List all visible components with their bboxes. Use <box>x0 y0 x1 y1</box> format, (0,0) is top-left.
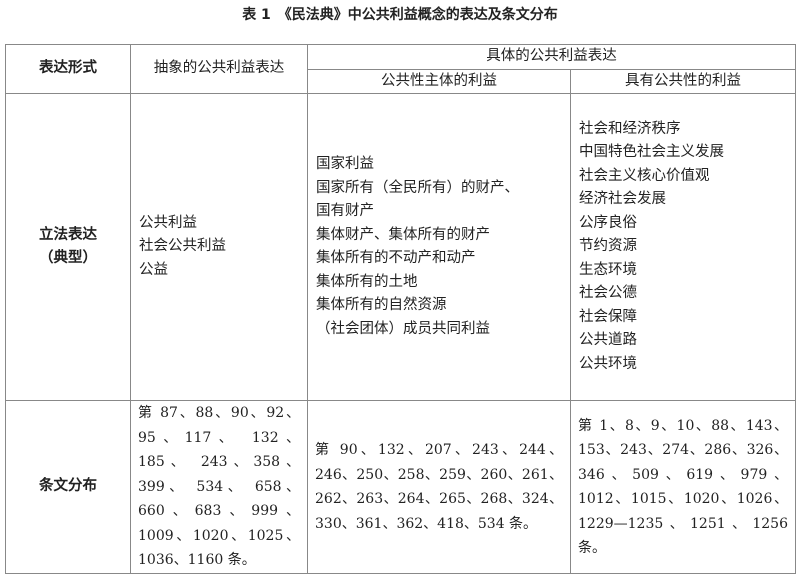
list-item: 国家利益 <box>316 156 374 172</box>
list-item: 经济社会发展 <box>579 191 666 208</box>
row-label: 条文分布 <box>5 400 131 574</box>
list-item: 社会公共利益 <box>139 238 226 255</box>
list-item: 社会公德 <box>579 285 637 302</box>
public-articles: 第 1、8、9、10、88、143、153、243、274、286、326、34… <box>570 400 796 574</box>
list-item: 集体财产、集体所有的财产 <box>316 226 490 243</box>
public-interest-table: 表达形式 抽象的公共利益表达 具体的公共利益表达 公共性主体的利益 具有公共性的… <box>5 44 796 574</box>
list-item: 公益 <box>139 261 168 278</box>
table-row: 立法表达 （典型） 公共利益 社会公共利益 公益 国家利益 国家所有（全民所有）… <box>5 93 796 401</box>
list-item: 集体所有的自然资源 <box>316 297 447 313</box>
header-form: 表达形式 <box>5 44 131 94</box>
table-row: 条文分布 第 87、88、90、92、95、117、 132、 185、 243… <box>5 400 796 574</box>
list-item: 社会主义核心价值观 <box>579 167 710 184</box>
list-item: 国有财产 <box>316 203 374 219</box>
abstract-articles: 第 87、88、90、92、95、117、 132、 185、 243、358、… <box>130 400 308 574</box>
list-item: 公共道路 <box>579 332 637 349</box>
list-item: 中国特色社会主义发展 <box>579 144 724 161</box>
list-item: 集体所有的土地 <box>316 273 418 290</box>
list-item: 集体所有的不动产和动产 <box>316 250 476 266</box>
label-line: 立法表达 <box>39 226 97 243</box>
list-item: 公序良俗 <box>579 214 637 231</box>
table-caption: 表 1 《民法典》中公共利益概念的表达及条文分布 <box>242 7 558 23</box>
list-item: 社会保障 <box>579 308 637 325</box>
header-concrete: 具体的公共利益表达 <box>307 44 796 70</box>
abstract-cell: 公共利益 社会公共利益 公益 <box>130 93 308 401</box>
list-item: 节约资源 <box>579 238 637 255</box>
label-line: （典型） <box>39 250 97 266</box>
header-subject: 公共性主体的利益 <box>307 68 571 94</box>
list-item: 国家所有（全民所有）的财产、 <box>316 179 519 196</box>
public-cell: 社会和经济秩序 中国特色社会主义发展 社会主义核心价值观 经济社会发展 公序良俗… <box>570 93 796 401</box>
list-item: 公共环境 <box>579 355 637 372</box>
header-public: 具有公共性的利益 <box>570 68 796 94</box>
list-item: 社会和经济秩序 <box>579 120 681 137</box>
list-item: （社会团体）成员共同利益 <box>316 320 490 337</box>
list-item: 生态环境 <box>579 261 637 278</box>
subject-articles: 第 90、132、207、243、244、246、250、258、259、260… <box>307 400 571 574</box>
row-label: 立法表达 （典型） <box>5 93 131 401</box>
header-abstract: 抽象的公共利益表达 <box>130 44 308 94</box>
subject-cell: 国家利益 国家所有（全民所有）的财产、 国有财产 集体财产、集体所有的财产 集体… <box>307 93 571 401</box>
list-item: 公共利益 <box>139 214 197 231</box>
